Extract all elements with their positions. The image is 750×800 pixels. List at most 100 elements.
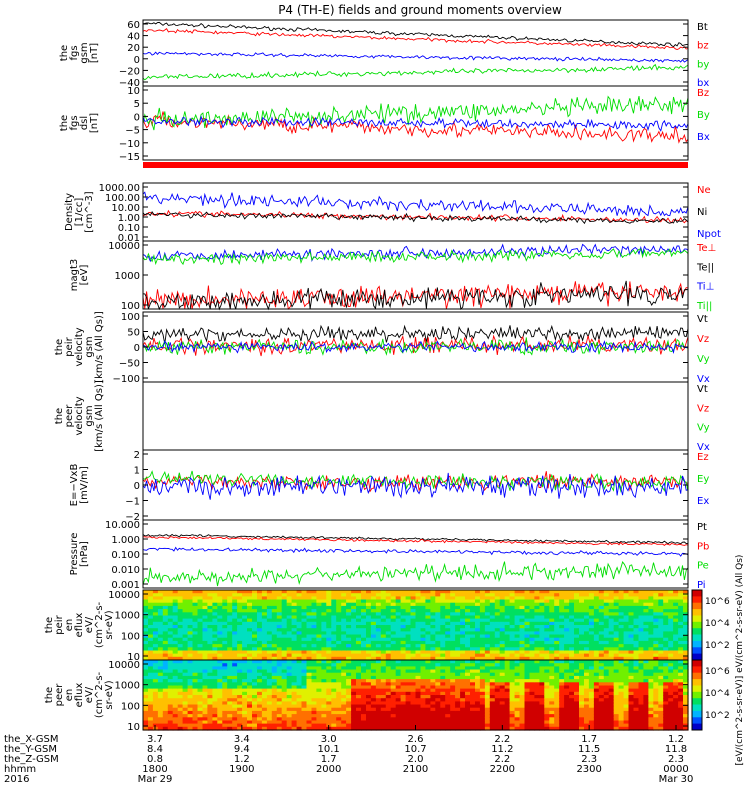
heatmap-cell — [197, 621, 204, 626]
heatmap-cell — [271, 723, 278, 728]
heatmap-cell — [514, 679, 521, 683]
heatmap-cell — [494, 660, 501, 664]
heatmap-cell — [217, 701, 223, 706]
heatmap-cell — [385, 723, 392, 728]
heatmap-cell — [484, 717, 491, 722]
heatmap-cell — [484, 726, 491, 731]
heatmap-cell — [603, 615, 610, 620]
heatmap-cell — [628, 714, 635, 718]
heatmap-cell — [266, 704, 273, 709]
heatmap-cell — [152, 625, 159, 629]
heatmap-cell — [400, 707, 407, 712]
heatmap-cell — [613, 602, 620, 607]
heatmap-cell — [569, 634, 575, 639]
heatmap-cell — [569, 682, 575, 687]
heatmap-cell — [618, 599, 625, 604]
heatmap-cell — [470, 695, 476, 699]
heatmap-cell — [425, 637, 431, 642]
heatmap-cell — [628, 612, 635, 617]
heatmap-cell — [588, 621, 595, 626]
heatmap-cell — [673, 615, 679, 620]
series-pressure-1 — [143, 536, 689, 546]
heatmap-cell — [564, 688, 570, 693]
heatmap-cell — [321, 685, 327, 690]
heatmap-cell — [177, 625, 184, 629]
heatmap-cell — [182, 615, 189, 620]
heatmap-cell — [658, 682, 664, 687]
heatmap-cell — [152, 602, 159, 607]
heatmap-cell — [316, 621, 322, 626]
heatmap-cell — [202, 599, 209, 604]
heatmap-cell — [296, 640, 303, 645]
heatmap-cell — [608, 672, 615, 677]
heatmap-cell — [623, 695, 630, 699]
heatmap-cell — [460, 720, 466, 725]
heatmap-cell — [227, 650, 233, 655]
heatmap-cell — [479, 710, 486, 715]
heatmap-cell — [331, 618, 337, 623]
heatmap-cell — [628, 609, 635, 613]
heatmap-cell — [445, 634, 451, 639]
heatmap-cell — [499, 701, 506, 706]
heatmap-cell — [410, 653, 417, 658]
heatmap-cell — [276, 609, 283, 613]
heatmap-cell — [281, 618, 288, 623]
heatmap-cell — [207, 605, 213, 610]
heatmap-cell — [172, 710, 179, 715]
heatmap-cell — [375, 679, 382, 683]
heatmap-cell — [311, 666, 318, 671]
heatmap-cell — [356, 672, 362, 677]
heatmap-cell — [643, 660, 649, 664]
heatmap-cell — [405, 710, 412, 715]
heatmap-cell — [633, 726, 640, 731]
heatmap-cell — [663, 599, 669, 604]
heatmap-cell — [187, 640, 194, 645]
heatmap-cell — [276, 714, 283, 718]
heatmap-cell — [559, 596, 565, 601]
heatmap-cell — [425, 599, 431, 604]
heatmap-cell — [465, 698, 471, 702]
heatmap-cell — [247, 710, 253, 715]
heatmap-cell — [276, 707, 283, 712]
heatmap-cell — [475, 726, 481, 731]
heatmap-cell — [678, 609, 684, 613]
series-fgs-dsl-0 — [142, 111, 689, 144]
heatmap-cell — [569, 590, 575, 594]
heatmap-cell — [366, 720, 372, 725]
heatmap-cell — [588, 647, 595, 652]
heatmap-cell — [366, 704, 372, 709]
heatmap-cell — [222, 720, 228, 725]
heatmap-cell — [306, 599, 313, 604]
heatmap-cell — [271, 609, 278, 613]
heatmap-cell — [598, 672, 605, 677]
heatmap-cell — [157, 685, 164, 690]
heatmap-cell — [351, 609, 357, 613]
heatmap-cell — [207, 602, 213, 607]
heatmap-cell — [400, 637, 407, 642]
heatmap-cell — [465, 647, 471, 652]
y-tick-label: 0.100 — [111, 550, 140, 561]
heatmap-cell — [202, 723, 209, 728]
heatmap-cell — [222, 631, 228, 636]
heatmap-cell — [564, 628, 570, 632]
series-fgs-gsm-2 — [142, 63, 689, 81]
heatmap-cell — [618, 660, 625, 664]
heatmap-cell — [380, 672, 387, 677]
heatmap-cell — [237, 640, 243, 645]
heatmap-cell — [529, 685, 536, 690]
heatmap-cell — [603, 621, 610, 626]
heatmap-cell — [618, 698, 625, 702]
heatmap-cell — [331, 593, 337, 597]
heatmap-cell — [266, 612, 273, 617]
heatmap-cell — [361, 695, 367, 699]
heatmap-cell — [400, 666, 407, 671]
heatmap-cell — [167, 682, 174, 687]
heatmap-cell — [306, 615, 313, 620]
heatmap-cell — [618, 628, 625, 632]
heatmap-cell — [217, 618, 223, 623]
heatmap-cell — [296, 691, 303, 696]
heatmap-cell — [435, 663, 441, 667]
heatmap-cell — [242, 612, 248, 617]
heatmap-cell — [475, 653, 481, 658]
heatmap-cell — [405, 704, 412, 709]
